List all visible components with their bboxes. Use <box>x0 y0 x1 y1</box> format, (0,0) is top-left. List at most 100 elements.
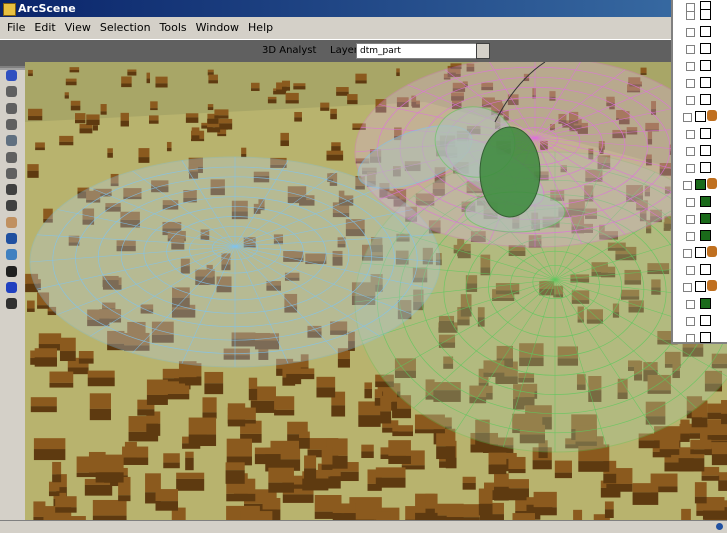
tool-button[interactable] <box>6 265 17 277</box>
checkbox[interactable] <box>695 179 706 190</box>
expander[interactable] <box>686 147 695 156</box>
building-roof <box>326 150 344 155</box>
expander[interactable] <box>683 113 692 122</box>
expander[interactable] <box>686 130 695 139</box>
tool-button[interactable] <box>6 200 17 212</box>
expander[interactable] <box>686 28 695 37</box>
analyst-menu[interactable]: 3D Analyst <box>262 45 317 56</box>
checkbox[interactable] <box>700 9 711 20</box>
checkbox[interactable] <box>700 162 711 173</box>
layer-dropdown[interactable]: dtm_part <box>356 43 479 59</box>
tool-button[interactable] <box>6 70 17 81</box>
building-wall <box>223 355 250 360</box>
expander[interactable] <box>686 317 695 326</box>
building-wall <box>320 107 330 111</box>
expander[interactable] <box>686 45 695 54</box>
expander[interactable] <box>686 300 695 309</box>
checkbox[interactable] <box>695 111 706 122</box>
building <box>396 97 409 107</box>
building <box>225 462 245 484</box>
building-roof <box>700 425 712 441</box>
checkbox[interactable] <box>700 196 711 207</box>
building-wall <box>102 280 119 287</box>
menu-item[interactable]: Edit <box>34 21 56 34</box>
expander[interactable] <box>686 62 695 71</box>
building-roof <box>481 97 495 105</box>
building <box>110 173 119 187</box>
building-roof <box>189 164 199 172</box>
checkbox[interactable] <box>700 43 711 54</box>
expander[interactable] <box>686 11 695 20</box>
building <box>33 501 46 520</box>
building <box>491 103 504 116</box>
building-roof <box>27 300 35 309</box>
tool-button[interactable] <box>6 249 17 261</box>
building-roof <box>373 511 391 520</box>
tool-button[interactable] <box>6 167 17 179</box>
tool-button[interactable] <box>6 298 17 310</box>
building <box>639 210 647 222</box>
checkbox[interactable] <box>700 213 711 224</box>
building-roof <box>446 504 480 518</box>
building <box>270 157 287 168</box>
dropdown-button[interactable] <box>476 43 490 59</box>
menu-item[interactable]: View <box>64 21 91 34</box>
expander[interactable] <box>686 96 695 105</box>
tool-button[interactable] <box>6 118 17 130</box>
expander[interactable] <box>686 266 695 275</box>
building <box>450 63 462 70</box>
building <box>120 211 140 228</box>
building <box>626 185 643 202</box>
expander[interactable] <box>686 198 695 207</box>
dome-meridian <box>57 209 236 247</box>
expander[interactable] <box>683 283 692 292</box>
checkbox[interactable] <box>700 332 711 343</box>
expander[interactable] <box>686 232 695 241</box>
menu-item[interactable]: Selection <box>99 21 151 34</box>
expander[interactable] <box>686 79 695 88</box>
building-roof <box>243 237 256 245</box>
expander[interactable] <box>683 249 692 258</box>
tool-button[interactable] <box>6 184 17 196</box>
building <box>519 343 544 367</box>
checkbox[interactable] <box>700 145 711 156</box>
tool-button[interactable] <box>6 86 17 98</box>
expander[interactable] <box>686 215 695 224</box>
checkbox[interactable] <box>700 230 711 241</box>
building-wall <box>599 235 618 240</box>
expander[interactable] <box>686 334 695 343</box>
tool-button[interactable] <box>6 151 17 163</box>
checkbox[interactable] <box>700 60 711 71</box>
building-roof <box>206 264 213 278</box>
checkbox[interactable] <box>700 26 711 37</box>
building <box>38 333 62 351</box>
checkbox[interactable] <box>700 77 711 88</box>
tool-button[interactable] <box>6 135 17 147</box>
scene-view[interactable] <box>25 62 727 520</box>
checkbox[interactable] <box>700 94 711 105</box>
building <box>163 453 180 469</box>
expander[interactable] <box>686 164 695 173</box>
tool-button[interactable] <box>6 281 17 293</box>
building-roof <box>155 76 168 84</box>
tool-button[interactable] <box>6 233 17 244</box>
checkbox[interactable] <box>700 315 711 326</box>
menu-item[interactable]: Tools <box>159 21 187 34</box>
checkbox[interactable] <box>700 298 711 309</box>
building-roof <box>573 509 583 520</box>
tool-button[interactable] <box>6 102 17 114</box>
building-roof <box>294 111 302 118</box>
menu-item[interactable]: Window <box>195 21 240 34</box>
checkbox[interactable] <box>700 264 711 275</box>
checkbox[interactable] <box>700 128 711 139</box>
expander[interactable] <box>683 181 692 190</box>
building-roof <box>591 262 608 272</box>
checkbox[interactable] <box>695 247 706 258</box>
building-wall <box>75 119 86 124</box>
building <box>422 247 433 265</box>
tool-button[interactable] <box>6 216 17 228</box>
menu-item[interactable]: Help <box>248 21 274 34</box>
menu-item[interactable]: File <box>7 21 26 34</box>
checkbox[interactable] <box>695 281 706 292</box>
building <box>127 69 137 76</box>
